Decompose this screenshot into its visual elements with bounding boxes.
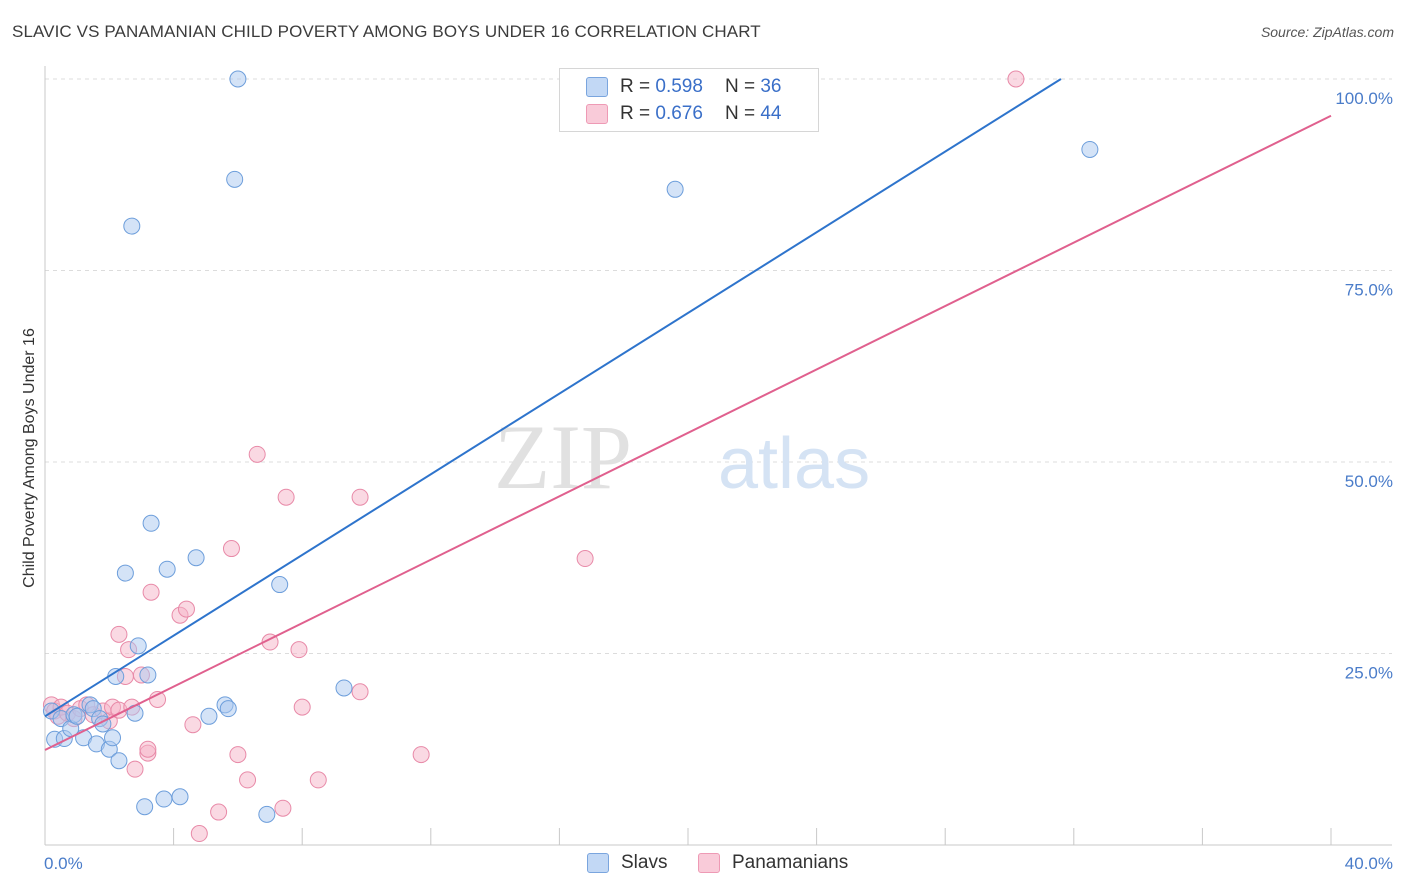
panamanians-point [352,684,368,700]
panamanians-point [230,747,246,763]
legend-swatch-panamanians [586,104,608,124]
panamanians-trend-line [45,116,1331,750]
slavs-point [111,753,127,769]
panamanians-point [413,747,429,763]
series-legend-slavs[interactable]: Slavs [587,852,667,874]
series-swatch-panamanians [698,853,720,873]
legend-r-label: R = [620,103,650,125]
slavs-point [336,680,352,696]
panamanians-point [127,761,143,777]
panamanians-point [140,741,156,757]
slavs-point [130,638,146,654]
slavs-point [172,789,188,805]
panamanians-point [240,772,256,788]
panamanians-point [278,489,294,505]
slavs-point [201,708,217,724]
panamanians-point [310,772,326,788]
panamanians-point [185,717,201,733]
slavs-point [137,799,153,815]
y-tick-label-75: 75.0% [1345,281,1393,300]
watermark-atlas: atlas [718,424,870,504]
panamanians-point [294,699,310,715]
panamanians-point [577,551,593,567]
watermark: ZIP atlas [494,406,870,508]
y-tick-label-100: 100.0% [1335,89,1393,108]
slavs-point [69,708,85,724]
panamanians-point [178,601,194,617]
legend-r-value-slavs: 0.598 [655,76,703,98]
panamanians-point [249,446,265,462]
scatter-chart: ZIP atlas 25.0%50.0%75.0%100.0%0.0% 40.0% [0,0,1406,892]
slavs-point [124,218,140,234]
gridlines [45,79,1392,654]
panamanians-point [211,804,227,820]
y-tick-label-50: 50.0% [1345,472,1393,491]
legend-n-label: N = [725,103,755,125]
series-legend: Slavs Panamanians [0,852,1406,876]
legend-swatch-slavs [586,77,608,97]
legend-n-label: N = [725,76,755,98]
correlation-legend: R = 0.598 N = 36 R = 0.676 N = 44 [559,68,819,132]
panamanians-point [291,642,307,658]
slavs-point [1082,141,1098,157]
panamanians-point [223,541,239,557]
slavs-point [272,577,288,593]
series-swatch-slavs [587,853,609,873]
y-tick-label-25: 25.0% [1345,664,1393,683]
slavs-point [227,171,243,187]
legend-n-value-slavs: 36 [760,76,781,98]
legend-n-value-panamanians: 44 [760,103,781,125]
series-name-panamanians: Panamanians [732,852,848,874]
slavs-point [667,181,683,197]
series-legend-panamanians[interactable]: Panamanians [698,852,848,874]
panamanians-point [352,489,368,505]
panamanians-point [143,584,159,600]
panamanians-point [275,800,291,816]
slavs-point [117,565,133,581]
legend-row-slavs: R = 0.598 N = 36 [586,74,781,100]
series-name-slavs: Slavs [621,852,667,874]
slavs-point [140,667,156,683]
legend-row-panamanians: R = 0.676 N = 44 [586,101,781,127]
slavs-trend-line [45,79,1061,716]
panamanians-point [1008,71,1024,87]
slavs-point [159,561,175,577]
slavs-point [230,71,246,87]
slavs-point [188,550,204,566]
legend-r-value-panamanians: 0.676 [655,103,703,125]
panamanians-point [191,826,207,842]
panamanians-point [111,626,127,642]
slavs-point [259,806,275,822]
slavs-point [105,730,121,746]
slavs-point [143,515,159,531]
slavs-point [220,701,236,717]
legend-r-label: R = [620,76,650,98]
slavs-point [156,791,172,807]
